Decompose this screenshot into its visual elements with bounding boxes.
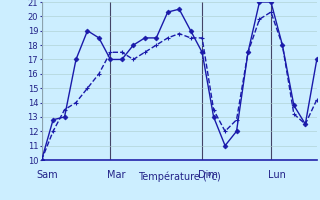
Text: Dim: Dim [198,170,218,180]
Text: Mar: Mar [107,170,125,180]
X-axis label: Température (°c): Température (°c) [138,171,220,182]
Text: Sam: Sam [36,170,58,180]
Text: Lun: Lun [268,170,286,180]
